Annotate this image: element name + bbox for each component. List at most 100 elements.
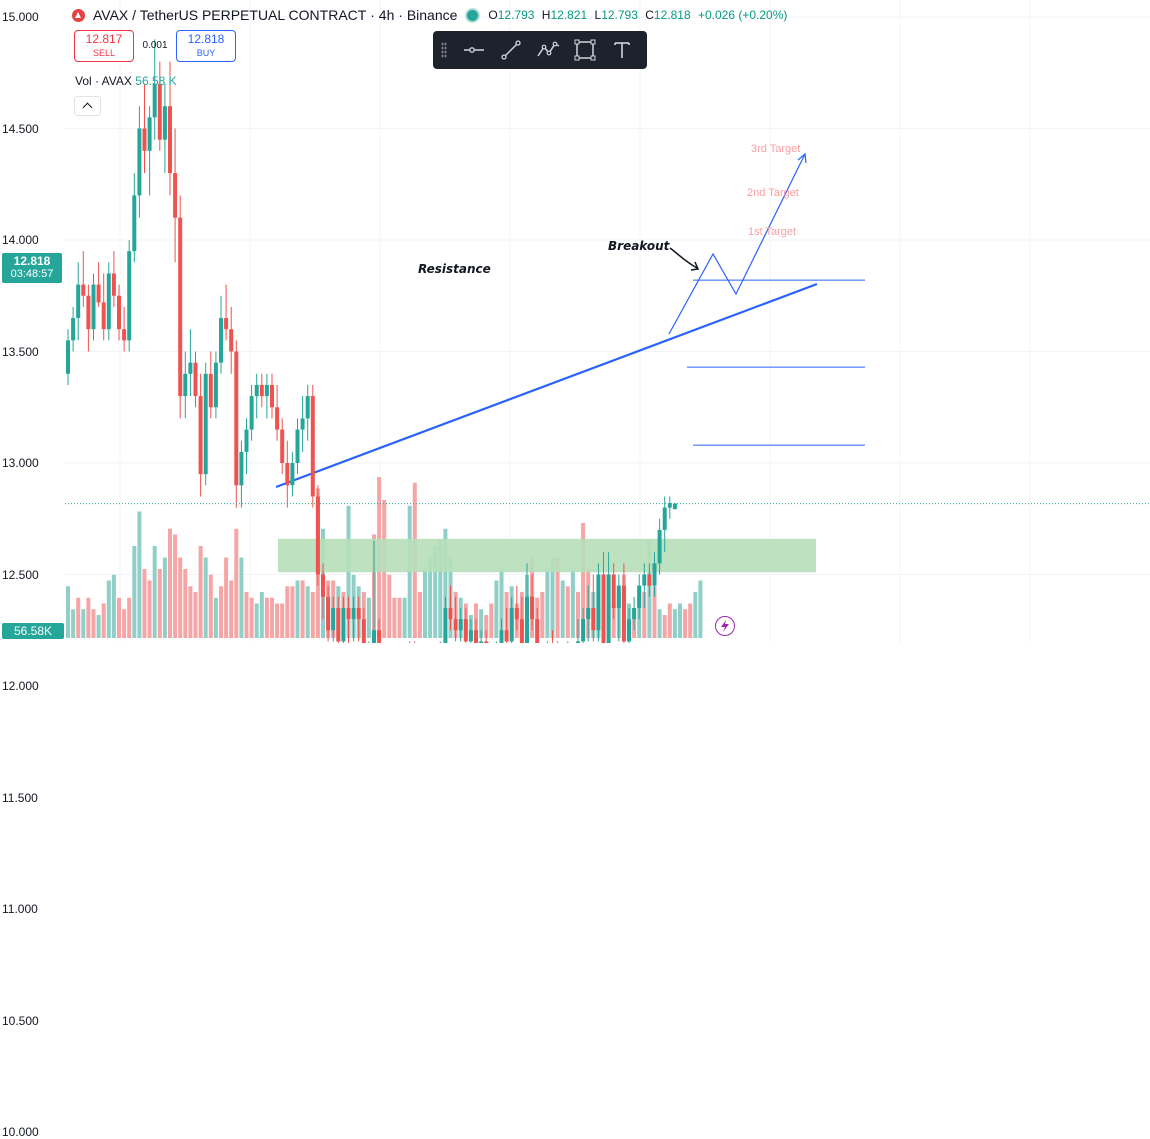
collapse-legend-button[interactable]: [74, 96, 101, 116]
text-icon[interactable]: [609, 37, 635, 63]
projection-path[interactable]: [668, 153, 806, 335]
volume-bar: [229, 580, 234, 638]
volume-bar: [657, 609, 662, 638]
spread-value: 0.001: [142, 40, 168, 51]
volume-legend[interactable]: Vol · AVAX 56.58 K: [75, 74, 177, 88]
candle-body: [290, 463, 295, 486]
target-1-label[interactable]: 1st Target: [748, 226, 797, 238]
resistance-zone[interactable]: [278, 538, 816, 573]
symbol-legend[interactable]: AVAX / TetherUS PERPETUAL CONTRACT · 4h …: [72, 6, 791, 24]
candle-body: [509, 607, 514, 642]
resistance-label[interactable]: Resistance: [418, 262, 491, 276]
candle-body: [229, 329, 234, 352]
volume-bar: [642, 592, 647, 638]
sell-button[interactable]: 12.817 SELL: [74, 30, 134, 62]
candle-body: [244, 429, 249, 452]
volume-bar: [570, 569, 575, 638]
candlesticks: [66, 39, 677, 643]
candle-body: [632, 607, 637, 620]
candle-body: [530, 596, 535, 620]
volume-bar: [698, 580, 703, 638]
volume-bar: [667, 603, 672, 638]
candle-body: [468, 630, 473, 642]
candle-body: [637, 585, 642, 608]
candle-body: [239, 451, 244, 486]
last-price-tag: 12.818 03:48:57: [2, 253, 62, 283]
candle-body: [326, 596, 331, 631]
volume-bar: [275, 603, 280, 638]
candle-body: [448, 607, 453, 620]
candle-body: [219, 318, 223, 363]
lightning-icon[interactable]: [715, 616, 735, 636]
volume-value: 56.58 K: [135, 74, 177, 88]
volume-bar: [560, 580, 565, 638]
volume-bar: [213, 597, 218, 638]
candle-body: [581, 619, 586, 642]
volume-bar: [147, 580, 152, 638]
volume-bar: [152, 546, 157, 638]
candle-body: [463, 619, 468, 642]
volume-bar: [423, 569, 427, 638]
volume-bar: [193, 592, 198, 638]
volume-label: Vol · AVAX: [75, 74, 132, 88]
candle-body: [642, 574, 647, 586]
candle-body: [66, 340, 70, 374]
target-2-label[interactable]: 2nd Target: [747, 187, 799, 199]
candle-body: [234, 351, 239, 486]
candle-body: [331, 607, 336, 631]
drawing-toolbar[interactable]: [433, 31, 647, 69]
breakout-label[interactable]: Breakout: [608, 239, 670, 253]
candle-body: [142, 128, 147, 151]
volume-bar: [479, 609, 484, 638]
volume-bar: [203, 557, 208, 638]
candle-body: [616, 585, 621, 608]
path-icon[interactable]: [535, 37, 561, 63]
volume-bar: [219, 586, 223, 638]
buy-button[interactable]: 12.818 BUY: [176, 30, 236, 62]
volume-bar: [392, 597, 397, 638]
rectangle-icon[interactable]: [572, 37, 598, 63]
chevron-up-icon: [82, 102, 93, 113]
candle-body: [591, 607, 596, 631]
trend-line-icon[interactable]: [498, 37, 524, 63]
candle-body: [479, 641, 484, 643]
breakout-arrow: [669, 247, 700, 271]
candle-body: [198, 396, 203, 475]
ascending-trendline[interactable]: [275, 282, 818, 489]
target-3-label[interactable]: 3rd Target: [751, 143, 801, 155]
candle-body: [81, 284, 86, 296]
candle-body: [275, 407, 280, 430]
volume-bar: [290, 586, 295, 638]
candle-body: [122, 329, 127, 341]
candle-body: [152, 83, 157, 118]
volume-tag: 56.58K: [2, 623, 64, 639]
candle-body: [193, 362, 198, 397]
volume-bar: [254, 603, 259, 638]
exchange: Binance: [406, 7, 458, 23]
horizontal-ray-icon[interactable]: [461, 37, 487, 63]
target-lines[interactable]: [687, 152, 865, 446]
volume-bar: [402, 597, 407, 638]
drag-handle-icon[interactable]: [441, 42, 447, 58]
candle-body: [361, 619, 366, 643]
volume-bar: [433, 546, 438, 638]
sell-price: 12.817: [85, 32, 123, 46]
price-scale-label: 12.500: [2, 567, 39, 582]
ohlc-values: O12.793 H12.821 L12.793 C12.818 +0.026 (…: [488, 8, 788, 22]
candle-body: [285, 463, 290, 486]
candle-body: [377, 630, 382, 643]
candle-body: [525, 596, 529, 643]
candle-body: [453, 619, 458, 631]
candle-body: [127, 251, 132, 341]
candle-body: [213, 362, 218, 408]
volume-bar: [555, 557, 560, 638]
volume-bar: [86, 597, 91, 638]
price-chart[interactable]: [0, 0, 1150, 643]
candle-body: [504, 630, 509, 642]
price-scale-label: 12.000: [2, 679, 39, 693]
volume-bar: [132, 546, 137, 638]
candle-body: [249, 396, 254, 430]
buy-label: BUY: [196, 48, 216, 58]
candle-body: [147, 117, 152, 151]
candle-body: [111, 273, 116, 296]
